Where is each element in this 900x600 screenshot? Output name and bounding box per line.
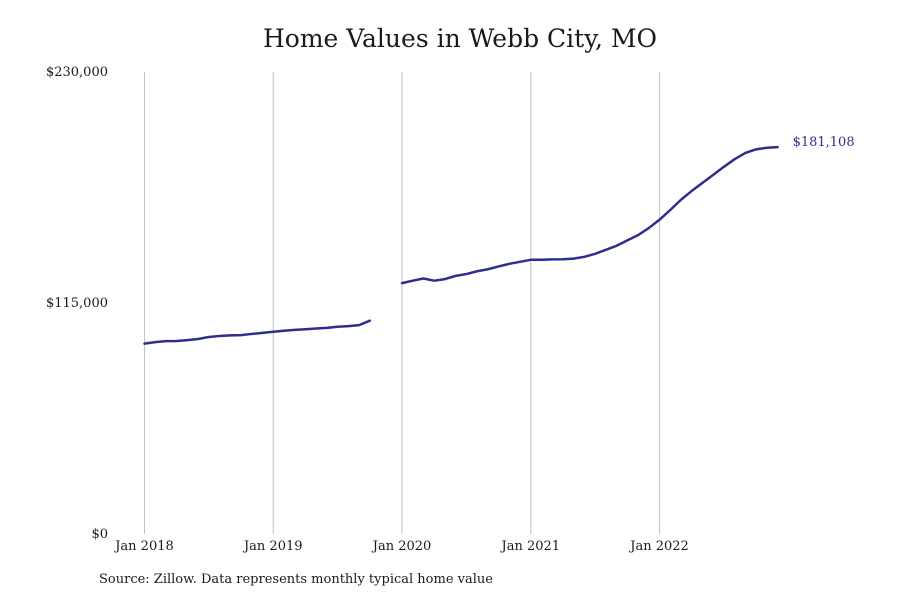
y-axis-labels: $0 $115,000 $230,000 — [46, 65, 108, 542]
y-tick-label: $115,000 — [46, 296, 108, 311]
source-note: Source: Zillow. Data represents monthly … — [99, 572, 493, 587]
x-axis-labels: Jan 2018 Jan 2019 Jan 2020 Jan 2021 Jan 2022 — [113, 539, 689, 554]
x-tick-label: Jan 2019 — [242, 539, 303, 554]
x-tick-label: Jan 2018 — [113, 539, 174, 554]
series-line — [143, 319, 372, 345]
annotations: $181,108 — [793, 135, 855, 150]
chart-title: Home Values in Webb City, MO — [262, 24, 658, 53]
x-tick-label: Jan 2020 — [371, 539, 432, 554]
x-tick-label: Jan 2022 — [628, 539, 689, 554]
series-line — [400, 145, 779, 285]
data-series — [143, 145, 779, 345]
x-tick-label: Jan 2021 — [499, 539, 560, 554]
y-tick-label: $230,000 — [46, 65, 108, 80]
end-value-label: $181,108 — [793, 135, 855, 150]
y-tick-label: $0 — [91, 527, 108, 542]
gridlines — [144, 72, 661, 534]
